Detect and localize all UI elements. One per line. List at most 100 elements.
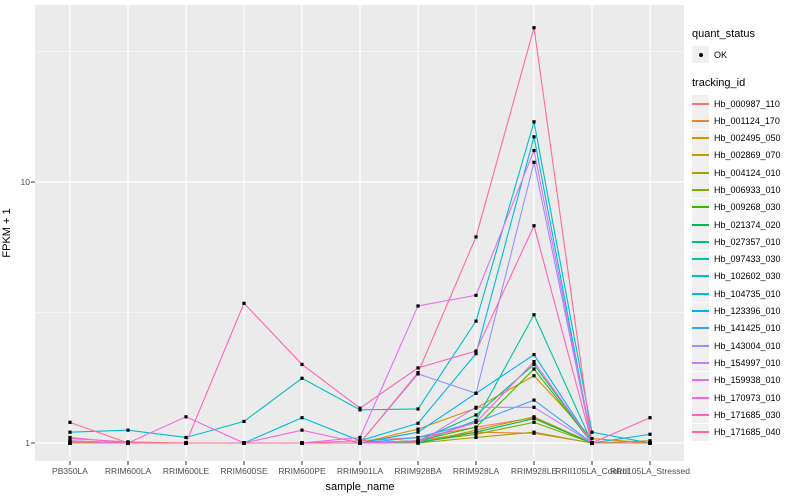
data-point	[474, 432, 478, 436]
ok-point-key	[692, 46, 709, 63]
legend-key-swatch	[692, 406, 709, 424]
data-point	[532, 360, 536, 364]
legend-item-Hb_004124_010: Hb_004124_010	[692, 164, 798, 182]
legend-tracking-title: tracking_id	[692, 77, 746, 89]
legend-item-label: Hb_004124_010	[714, 167, 781, 178]
series-color-line-icon	[692, 327, 709, 330]
data-point	[474, 413, 478, 417]
data-point	[474, 435, 478, 440]
data-point	[68, 441, 72, 445]
legend-item-label: Hb_002869_070	[714, 150, 781, 161]
data-point	[532, 398, 536, 402]
legend-item-label: Hb_006933_010	[714, 184, 781, 195]
series-color-line-icon	[692, 396, 709, 399]
black-point-icon	[698, 52, 703, 57]
legend-key-swatch	[692, 198, 709, 216]
data-point	[590, 436, 594, 441]
legend-item-Hb_002495_050: Hb_002495_050	[692, 129, 798, 147]
legend-key-swatch	[692, 112, 709, 130]
data-point	[474, 420, 478, 424]
legend-item-Hb_102602_030: Hb_102602_030	[692, 267, 798, 285]
legend-key-swatch	[692, 371, 709, 389]
y-tick-label: 10	[20, 177, 30, 187]
data-point	[532, 135, 536, 139]
data-point	[300, 362, 304, 367]
legend-key-swatch	[692, 423, 709, 441]
data-point	[474, 235, 478, 239]
x-tick-label: RRIM901LA	[336, 466, 384, 476]
series-color-line-icon	[692, 379, 709, 382]
data-point	[184, 441, 188, 445]
data-point	[532, 417, 536, 421]
data-point	[68, 439, 72, 443]
legend-item-Hb_002869_070: Hb_002869_070	[692, 146, 798, 164]
data-point	[126, 428, 130, 432]
data-point	[184, 435, 188, 440]
x-tick-label: RRII105LA_Stressed	[610, 466, 690, 476]
x-tick-label: RRIM600LE	[162, 466, 210, 476]
legend-item-Hb_001124_170: Hb_001124_170	[692, 112, 798, 130]
legend-item-label: Hb_170973_010	[714, 392, 781, 403]
x-tick-label: PB350LA	[52, 466, 88, 476]
y-tick-label: 1	[25, 438, 30, 448]
legend-item-label: Hb_002495_050	[714, 133, 781, 144]
data-point	[590, 430, 594, 434]
series-color-line-icon	[692, 137, 709, 140]
data-point	[532, 160, 536, 164]
data-point	[532, 420, 536, 424]
legend-key-swatch	[692, 233, 709, 251]
series-color-line-icon	[692, 240, 709, 243]
legend-key-swatch	[692, 146, 709, 164]
data-point	[416, 407, 420, 411]
data-point	[474, 405, 478, 409]
x-tick-label: RRIM600LA	[104, 466, 152, 476]
legend-item-label: Hb_141425_010	[714, 323, 781, 334]
data-point	[532, 430, 536, 434]
series-color-line-icon	[692, 171, 709, 174]
data-point	[532, 367, 536, 371]
series-color-line-icon	[692, 344, 709, 347]
data-point	[416, 366, 420, 370]
series-color-line-icon	[692, 188, 709, 191]
legend-item-Hb_171685_040: Hb_171685_040	[692, 423, 798, 441]
legend-item-label: Hb_123396_010	[714, 306, 781, 317]
data-point	[474, 319, 478, 323]
data-point	[648, 416, 652, 420]
legend-quant-title: quant_status	[692, 28, 755, 40]
data-point	[474, 391, 478, 395]
legend-item-label: Hb_154997_010	[714, 357, 781, 368]
series-color-line-icon	[692, 413, 709, 416]
legend-item-label: Hb_000987_110	[714, 98, 780, 109]
legend-item-Hb_143004_010: Hb_143004_010	[692, 337, 798, 355]
legend-item-Hb_141425_010: Hb_141425_010	[692, 319, 798, 337]
legend-item-Hb_027357_010: Hb_027357_010	[692, 233, 798, 251]
data-point	[532, 120, 536, 124]
series-color-line-icon	[692, 154, 709, 157]
legend-item-label: Hb_021374_020	[714, 219, 781, 230]
legend-item-label: Hb_001124_170	[714, 115, 780, 126]
data-point	[300, 441, 304, 445]
data-point	[532, 26, 536, 30]
data-point	[416, 304, 420, 308]
series-color-line-icon	[692, 361, 709, 364]
data-point	[416, 435, 420, 440]
legend-item-label: Hb_102602_030	[714, 271, 781, 282]
data-point	[242, 419, 246, 423]
legend-item-label: Hb_171685_040	[714, 427, 781, 438]
data-point	[474, 352, 478, 356]
legend-ok-label: OK	[714, 49, 728, 60]
legend-item-label: Hb_009268_030	[714, 202, 781, 213]
data-point	[68, 430, 72, 434]
data-point	[532, 405, 536, 409]
data-point	[416, 430, 420, 434]
legend-item-label: Hb_143004_010	[714, 340, 781, 351]
legend-item-label: Hb_027357_010	[714, 236, 781, 247]
legend-key-swatch	[692, 389, 709, 407]
legend-key-swatch	[692, 267, 709, 285]
legend-key-swatch	[692, 129, 709, 147]
legend-item-Hb_006933_010: Hb_006933_010	[692, 181, 798, 199]
data-point	[474, 425, 478, 429]
data-point	[416, 371, 420, 375]
